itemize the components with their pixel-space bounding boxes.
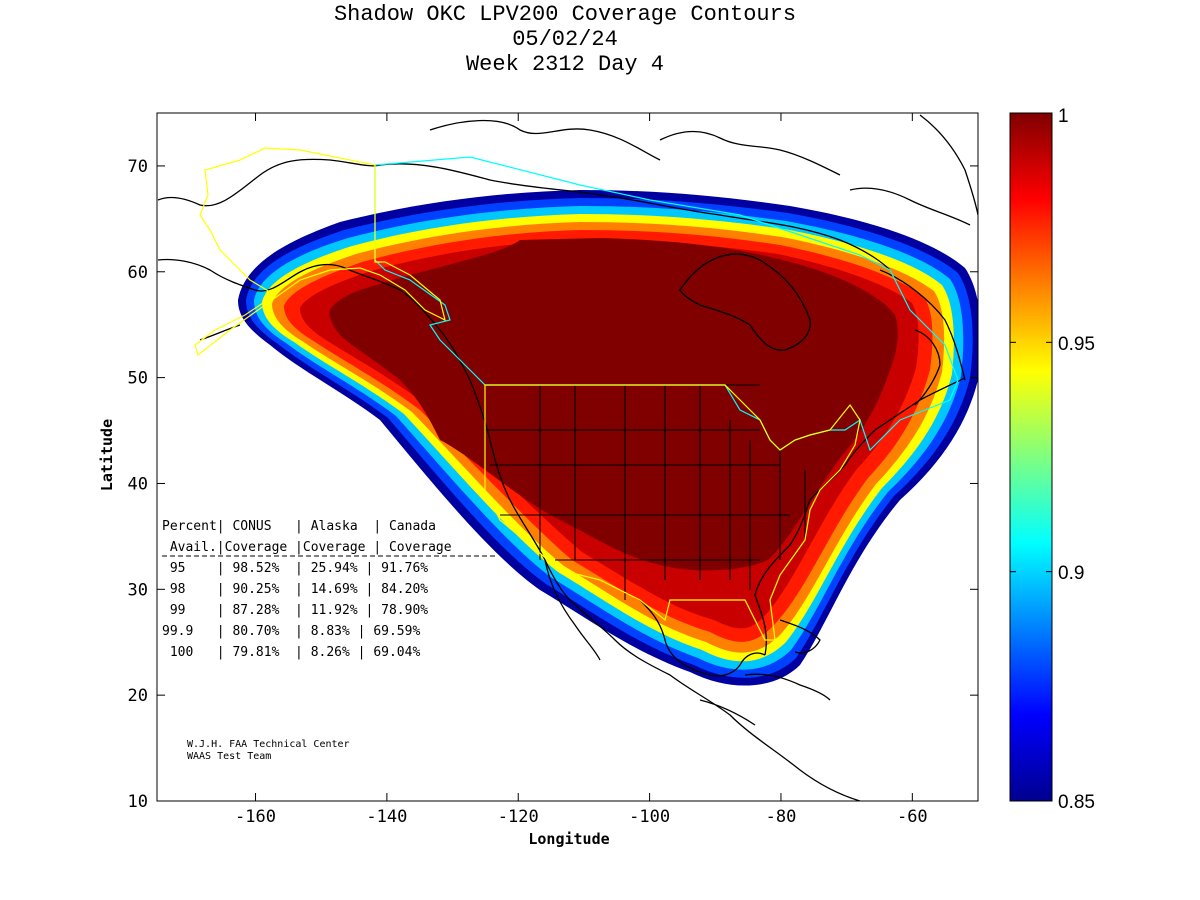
chart-title-line-2: 05/02/24	[512, 27, 618, 52]
coverage-contours	[238, 190, 978, 686]
colorbar-ticks	[1010, 112, 1052, 802]
table-row: 99 | 87.28% | 11.92% | 78.90%	[162, 603, 428, 618]
y-tick-label: 10	[128, 792, 148, 812]
colorbar-label: 0.95	[1058, 334, 1095, 355]
table-row: 99.9 | 80.70% | 8.83% | 69.59%	[162, 624, 420, 639]
table-header-2: Avail.|Coverage |Coverage | Coverage	[162, 540, 452, 555]
y-tick-label: 70	[128, 157, 148, 177]
y-tick-label: 40	[128, 474, 148, 494]
x-axis-title: Longitude	[528, 830, 609, 848]
x-tick-label: -60	[897, 807, 928, 827]
axis-ticks: -160 -140 -120 -100 -80 -60 10 20 30 40 50 60 70	[128, 113, 978, 827]
credit-line-1: W.J.H. FAA Technical Center	[187, 739, 350, 750]
table-row: 98 | 90.25% | 14.69% | 84.20%	[162, 582, 428, 597]
colorbar	[1009, 112, 1053, 802]
x-tick-label: -100	[629, 807, 670, 827]
y-tick-label: 20	[128, 686, 148, 706]
plot-frame	[156, 112, 979, 802]
alaska-boundary	[194, 147, 446, 357]
chart-title-line-3: Week 2312 Day 4	[465, 52, 665, 77]
conus-boundary	[484, 384, 861, 641]
y-tick-label: 60	[128, 263, 148, 283]
colorbar-label: 1	[1058, 106, 1069, 127]
y-axis-title: Latitude	[98, 419, 116, 491]
x-tick-label: -120	[498, 807, 539, 827]
contour-band-100	[329, 238, 898, 571]
coverage-table: Percent| CONUS | Alaska | Canada Avail.|…	[162, 519, 495, 660]
colorbar-label: 0.9	[1058, 563, 1084, 584]
chart-title-line-1: Shadow OKC LPV200 Coverage Contours	[333, 2, 797, 27]
table-row: 95 | 98.52% | 25.94% | 91.76%	[162, 561, 428, 576]
region-boundaries	[194, 147, 959, 641]
colorbar-label: 0.85	[1058, 792, 1095, 813]
table-header-1: Percent| CONUS | Alaska | Canada	[162, 519, 436, 534]
x-tick-label: -140	[366, 807, 407, 827]
x-tick-label: -160	[235, 807, 276, 827]
x-tick-label: -80	[766, 807, 797, 827]
y-tick-label: 50	[128, 369, 148, 389]
credit-line-2: WAAS Test Team	[187, 751, 271, 762]
table-row: 100 | 79.81% | 8.26% | 69.04%	[162, 645, 420, 660]
y-tick-label: 30	[128, 580, 148, 600]
